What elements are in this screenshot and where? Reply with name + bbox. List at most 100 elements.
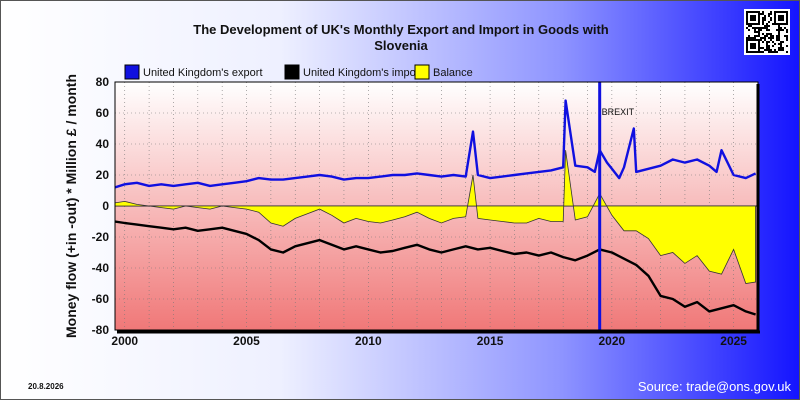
qr-module bbox=[754, 19, 756, 21]
qr-module bbox=[752, 19, 754, 21]
qr-module bbox=[754, 29, 756, 31]
qr-module bbox=[748, 35, 750, 37]
qr-module bbox=[770, 13, 772, 15]
qr-module bbox=[758, 35, 760, 37]
qr-module bbox=[786, 21, 788, 23]
qr-module bbox=[778, 49, 780, 51]
qr-module bbox=[760, 13, 762, 15]
qr-module bbox=[760, 51, 762, 53]
qr-module bbox=[748, 37, 750, 39]
qr-module bbox=[748, 39, 750, 41]
qr-module bbox=[750, 45, 752, 47]
qr-module bbox=[746, 17, 748, 19]
legend-label-import: United Kingdom's import bbox=[303, 67, 423, 79]
qr-module bbox=[770, 37, 772, 39]
qr-module bbox=[774, 21, 776, 23]
qr-module bbox=[752, 15, 754, 17]
qr-module bbox=[758, 51, 760, 53]
qr-module bbox=[774, 51, 776, 53]
qr-module bbox=[786, 11, 788, 13]
qr-module bbox=[768, 41, 770, 43]
qr-module bbox=[768, 29, 770, 31]
qr-module bbox=[786, 37, 788, 39]
qr-module bbox=[782, 11, 784, 13]
qr-module bbox=[778, 43, 780, 45]
qr-module bbox=[772, 35, 774, 37]
x-tick-label: 2020 bbox=[599, 334, 626, 348]
qr-module bbox=[786, 51, 788, 53]
qr-module bbox=[778, 25, 780, 27]
qr-module bbox=[778, 27, 780, 29]
qr-module bbox=[776, 11, 778, 13]
qr-module bbox=[762, 11, 764, 13]
qr-module bbox=[784, 23, 786, 25]
y-tick-label: -60 bbox=[92, 292, 110, 306]
qr-module bbox=[750, 43, 752, 45]
qr-module bbox=[758, 47, 760, 49]
qr-code-icon bbox=[744, 9, 790, 55]
qr-module bbox=[754, 15, 756, 17]
qr-module bbox=[770, 39, 772, 41]
qr-module bbox=[756, 39, 758, 41]
qr-module bbox=[778, 35, 780, 37]
y-tick-label: 80 bbox=[96, 75, 110, 89]
qr-module bbox=[746, 27, 748, 29]
qr-module bbox=[750, 11, 752, 13]
qr-module bbox=[766, 33, 768, 35]
qr-module bbox=[780, 47, 782, 49]
qr-module bbox=[776, 23, 778, 25]
chart-title-line2: Slovenia bbox=[374, 38, 428, 53]
qr-module bbox=[756, 51, 758, 53]
qr-module bbox=[758, 19, 760, 21]
qr-module bbox=[778, 37, 780, 39]
qr-module bbox=[762, 21, 764, 23]
qr-module bbox=[746, 39, 748, 41]
qr-module bbox=[780, 19, 782, 21]
qr-module bbox=[768, 25, 770, 27]
qr-module bbox=[786, 15, 788, 17]
qr-module bbox=[786, 19, 788, 21]
qr-module bbox=[746, 41, 748, 43]
series-layer bbox=[115, 99, 757, 316]
qr-module bbox=[768, 15, 770, 17]
qr-module bbox=[746, 19, 748, 21]
qr-module bbox=[766, 29, 768, 31]
qr-module bbox=[766, 45, 768, 47]
series-export-line bbox=[115, 99, 757, 189]
qr-module bbox=[766, 41, 768, 43]
qr-module bbox=[782, 23, 784, 25]
qr-module bbox=[758, 27, 760, 29]
qr-module bbox=[758, 15, 760, 17]
y-tick-label: -40 bbox=[92, 261, 110, 275]
qr-module bbox=[772, 45, 774, 47]
y-tick-label: -20 bbox=[92, 230, 110, 244]
qr-module bbox=[752, 39, 754, 41]
qr-module bbox=[766, 25, 768, 27]
qr-module bbox=[766, 49, 768, 51]
qr-module bbox=[754, 11, 756, 13]
qr-module bbox=[752, 43, 754, 45]
qr-module bbox=[754, 31, 756, 33]
qr-module bbox=[772, 41, 774, 43]
qr-module bbox=[770, 17, 772, 19]
qr-module bbox=[776, 37, 778, 39]
qr-module bbox=[756, 27, 758, 29]
qr-module bbox=[746, 21, 748, 23]
qr-module bbox=[780, 49, 782, 51]
qr-module bbox=[756, 35, 758, 37]
qr-module bbox=[764, 49, 766, 51]
qr-module bbox=[764, 17, 766, 19]
qr-module bbox=[748, 25, 750, 27]
qr-module bbox=[764, 39, 766, 41]
qr-module bbox=[762, 19, 764, 21]
qr-module bbox=[746, 11, 748, 13]
legend-swatch-export bbox=[124, 64, 140, 80]
x-tick-label: 2000 bbox=[111, 334, 138, 348]
y-tick-label: 20 bbox=[96, 168, 110, 182]
qr-module bbox=[778, 39, 780, 41]
legend-swatch-balance bbox=[414, 64, 430, 80]
qr-module bbox=[754, 27, 756, 29]
y-axis-label: Money flow (+in -out) * Million £ / mont… bbox=[63, 74, 79, 338]
footer-source: Source: trade@ons.gov.uk bbox=[638, 379, 792, 394]
qr-module bbox=[770, 35, 772, 37]
